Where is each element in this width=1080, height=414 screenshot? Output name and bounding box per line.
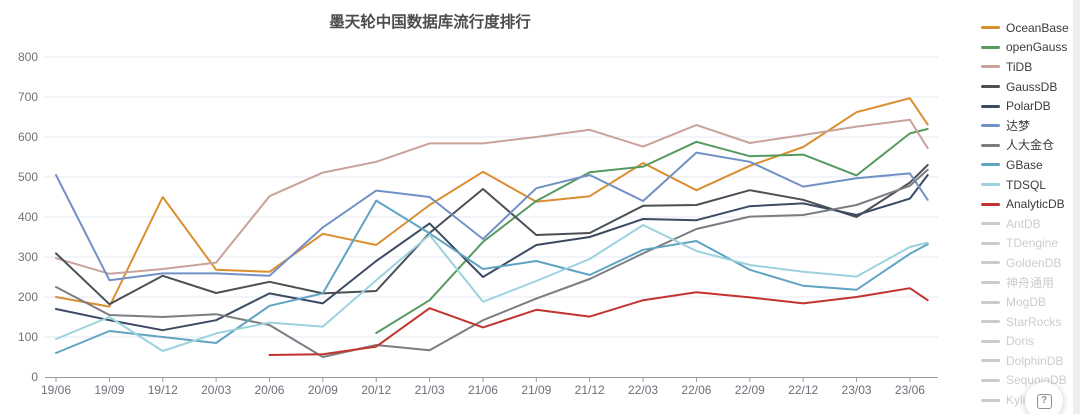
legend-item-PolarDB[interactable]: PolarDB [981, 96, 1077, 116]
x-axis-label: 21/06 [468, 383, 498, 397]
chart-title: 墨天轮中国数据库流行度排行 [329, 12, 531, 31]
legend-swatch [981, 143, 1000, 147]
legend-item-label: GoldenDB [1006, 255, 1062, 270]
legend-item-label: 神舟通用 [1006, 275, 1055, 290]
legend-item-openGauss[interactable]: openGauss [981, 38, 1077, 58]
x-axis-label: 22/12 [788, 383, 818, 397]
legend-item-Doris[interactable]: Doris [981, 332, 1077, 352]
series-line-达梦[interactable] [55, 151, 929, 282]
legend-item-TiDB[interactable]: TiDB [981, 57, 1077, 77]
legend-item-AnalyticDB[interactable]: AnalyticDB [981, 194, 1077, 214]
x-axis-label: 20/12 [361, 383, 391, 397]
series-line-PolarDB[interactable] [55, 174, 929, 332]
legend-item-DolphinDB[interactable]: DolphinDB [981, 351, 1077, 371]
help-icon: ? [1036, 393, 1052, 409]
legend-item-label: AnalyticDB [1006, 197, 1065, 212]
legend-item-label: MogDB [1006, 295, 1047, 310]
y-axis-label: 400 [18, 210, 38, 224]
x-axis-label: 22/03 [628, 383, 658, 397]
popularity-line-chart: 墨天轮中国数据库流行度排行 0 100 200 300 400 500 600 700 800 1… [18, 12, 938, 397]
help-button[interactable]: ? [1025, 382, 1063, 414]
x-axis-label: 19/09 [94, 383, 124, 397]
x-axis-label: 20/06 [254, 383, 284, 397]
legend-swatch [981, 202, 1000, 206]
legend-swatch [981, 398, 1000, 402]
legend-item-label: TDengine [1006, 236, 1059, 251]
legend-swatch [981, 320, 1000, 324]
y-axis-label: 300 [18, 250, 38, 264]
legend-item-label: AntDB [1006, 216, 1041, 231]
series-line-人大金仓[interactable] [55, 168, 929, 358]
legend-item-label: GaussDB [1006, 79, 1058, 94]
legend-swatch [981, 85, 1000, 89]
legend-swatch [981, 124, 1000, 128]
series-line-openGauss[interactable] [375, 128, 929, 334]
legend-swatch [981, 359, 1000, 363]
series-line-GaussDB[interactable] [55, 164, 929, 306]
legend-item-AntDB[interactable]: AntDB [981, 214, 1077, 234]
legend-swatch [981, 241, 1000, 245]
legend-item-label: StarRocks [1006, 314, 1062, 329]
x-axis-label: 21/12 [575, 383, 605, 397]
x-axis-label: 21/03 [415, 383, 445, 397]
y-axis-label: 800 [18, 50, 38, 64]
legend-swatch [981, 183, 1000, 187]
legend-item-TDSQL[interactable]: TDSQL [981, 175, 1077, 195]
series-line-AnalyticDB[interactable] [268, 287, 929, 356]
legend-swatch [981, 26, 1000, 30]
x-axis-label: 23/03 [842, 383, 872, 397]
legend-item-MogDB[interactable]: MogDB [981, 292, 1077, 312]
y-axis-label: 500 [18, 170, 38, 184]
legend-swatch [981, 45, 1000, 49]
legend-swatch [981, 378, 1000, 382]
legend-item-label: DolphinDB [1006, 353, 1064, 368]
x-axis-label: 20/09 [308, 383, 338, 397]
legend-item-OceanBase[interactable]: OceanBase [981, 18, 1077, 38]
legend-item-GaussDB[interactable]: GaussDB [981, 77, 1077, 97]
x-axis-label: 22/06 [681, 383, 711, 397]
legend-swatch [981, 65, 1000, 69]
legend-item-TDengine[interactable]: TDengine [981, 234, 1077, 254]
legend-swatch [981, 261, 1000, 265]
series-line-OceanBase[interactable] [55, 97, 929, 308]
legend-swatch [981, 300, 1000, 304]
legend-swatch [981, 222, 1000, 226]
legend-item-label: GBase [1006, 157, 1043, 172]
legend-item-label: TiDB [1006, 59, 1033, 74]
x-axis-label: 19/06 [41, 383, 71, 397]
legend-swatch [981, 281, 1000, 285]
y-axis-label: 700 [18, 90, 38, 104]
legend-item-label: openGauss [1006, 40, 1068, 55]
legend: OceanBase openGauss TiDB GaussDB PolarDB 达梦人大… [981, 18, 1077, 410]
series-line-GBase[interactable] [55, 199, 929, 354]
legend-item-GoldenDB[interactable]: GoldenDB [981, 253, 1077, 273]
y-axis-label: 200 [18, 290, 38, 304]
legend-item-label: Doris [1006, 334, 1035, 349]
x-axis-label: 22/09 [735, 383, 765, 397]
x-axis-label: 23/06 [895, 383, 925, 397]
y-axis-label: 100 [18, 330, 38, 344]
x-axis-label: 20/03 [201, 383, 231, 397]
x-axis-label: 19/12 [148, 383, 178, 397]
x-axis-label: 21/09 [521, 383, 551, 397]
legend-swatch [981, 163, 1000, 167]
page-edge-strip [1073, 0, 1080, 414]
series-line-TDSQL[interactable] [55, 224, 929, 352]
legend-item-GBase[interactable]: GBase [981, 155, 1077, 175]
legend-item-label: PolarDB [1006, 99, 1051, 114]
legend-item-label: 达梦 [1006, 118, 1031, 133]
y-axis-label: 0 [31, 370, 38, 384]
legend-item-label: 人大金仓 [1006, 138, 1055, 153]
legend-item-达梦[interactable]: 达梦 [981, 116, 1077, 136]
series-line-TiDB[interactable] [55, 118, 929, 275]
legend-item-StarRocks[interactable]: StarRocks [981, 312, 1077, 332]
legend-swatch [981, 104, 1000, 108]
legend-item-人大金仓[interactable]: 人大金仓 [981, 136, 1077, 156]
legend-item-神舟通用[interactable]: 神舟通用 [981, 273, 1077, 293]
legend-swatch [981, 339, 1000, 343]
legend-item-label: OceanBase [1006, 20, 1069, 35]
y-axis-label: 600 [18, 130, 38, 144]
legend-item-label: TDSQL [1006, 177, 1047, 192]
